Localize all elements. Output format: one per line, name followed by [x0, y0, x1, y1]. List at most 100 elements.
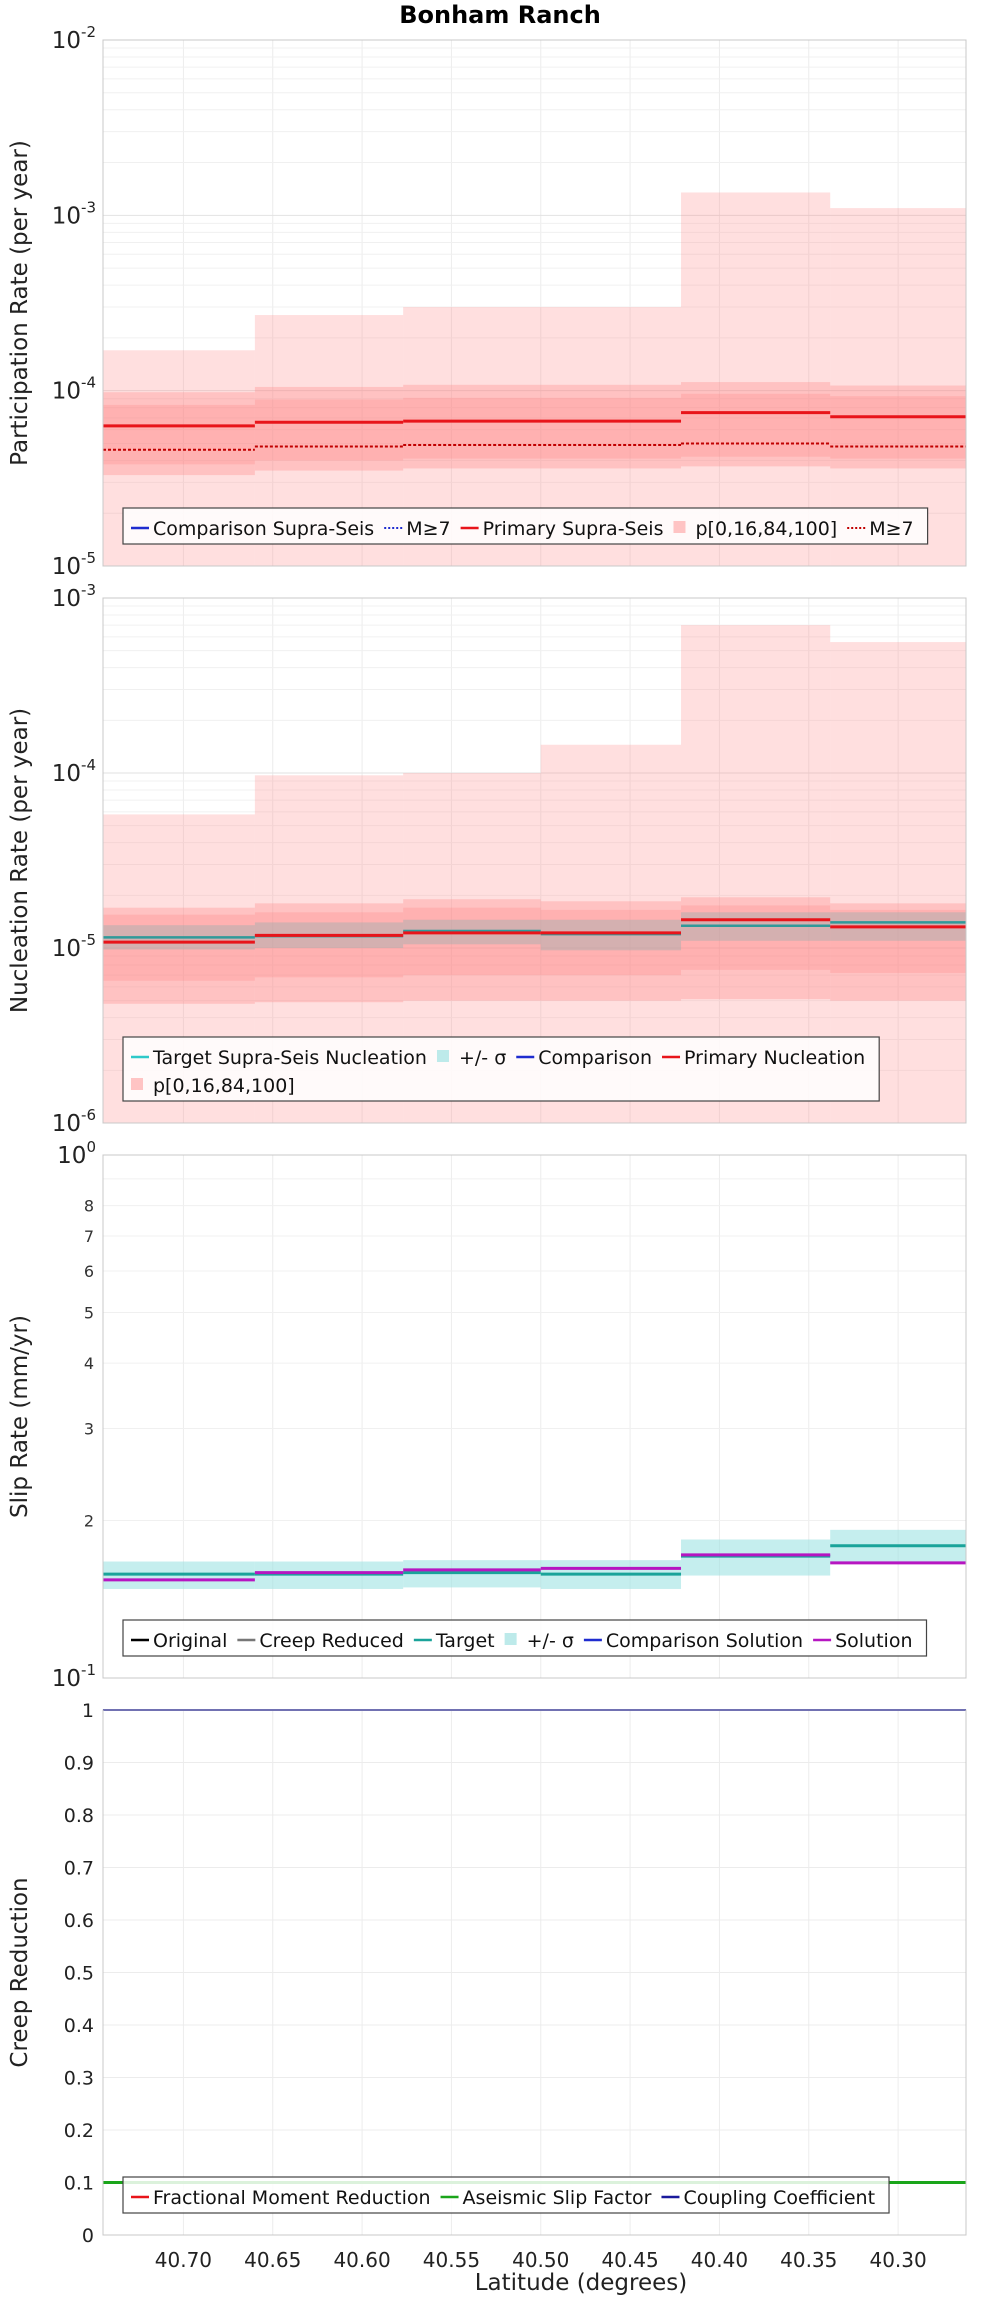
band-fill-bin [254, 912, 404, 978]
legend-entry-label: p[0,16,84,100] [153, 1075, 295, 1097]
band-fill-bin [403, 907, 541, 976]
y-minor-tick-label: 5 [84, 1303, 94, 1322]
y-minor-tick-label: 8 [84, 1197, 94, 1216]
legend-entry-label: Primary Nucleation [684, 1047, 865, 1069]
legend-entry-label: Comparison [538, 1047, 652, 1069]
y-tick-label: 0.8 [64, 1805, 94, 1827]
panel-slip: 100 10-1 8 7 6 5 4 3 2 Slip Rate (mm/yr) Original C… [7, 1138, 967, 1692]
y-tick-label: 0.7 [64, 1858, 94, 1880]
y-minor-tick-label: 4 [84, 1354, 94, 1373]
y-tick-label: 100 [57, 1138, 96, 1169]
y-axis-label: Creep Reduction [7, 1877, 33, 2067]
band-fill-bin [830, 903, 966, 1001]
legend: Comparison Supra-Seis M≥7 Primary Supra-Se… [122, 507, 929, 545]
legend-swatch [131, 1078, 143, 1090]
band-fill-bin [103, 392, 255, 476]
x-tick-label: 40.35 [780, 2248, 837, 2272]
y-tick-label: 10-2 [52, 23, 96, 54]
band-fill-bin [403, 384, 682, 469]
y-tick-label: 10-4 [52, 374, 96, 405]
x-tick-label: 40.55 [423, 2248, 480, 2272]
plot-frame [102, 1709, 967, 2236]
band-fill-bin [540, 909, 682, 976]
y-axis-label: Participation Rate (per year) [7, 140, 33, 466]
legend-box [122, 1619, 928, 1657]
y-tick-label: 10-3 [52, 581, 96, 612]
y-tick-label: 0.1 [64, 2173, 94, 2195]
legend-entry-label: Creep Reduced [259, 1630, 403, 1652]
legend-swatch [504, 1633, 517, 1645]
x-tick-label: 40.65 [244, 2248, 301, 2272]
legend: Fractional Moment Reduction Aseismic Slip… [122, 2176, 890, 2214]
legend-entry-label: Fractional Moment Reduction [153, 2187, 431, 2209]
band-fill-bin [403, 899, 541, 1001]
band-fill-bin [254, 399, 404, 461]
y-minor-tick-label: 7 [84, 1227, 94, 1246]
plot-frame [102, 1154, 967, 1679]
y-axis-label: Nucleation Rate (per year) [7, 708, 33, 1013]
legend-box [122, 2176, 890, 2214]
legend: Target Supra-Seis Nucleation +/- σ Compari… [122, 1036, 880, 1102]
legend-entry-label: Coupling Coefficient [683, 2187, 875, 2209]
y-minor-tick-label: 6 [84, 1262, 94, 1281]
y-tick-label: 1 [82, 1700, 94, 1722]
legend-swatch [673, 521, 686, 533]
y-minor-tick-label: 2 [84, 1512, 94, 1531]
legend: Original Creep Reduced Target +/- σ Comparis… [122, 1619, 928, 1657]
band-fill-bin [540, 901, 682, 1001]
band-fill-bin [403, 397, 682, 459]
legend-entry-label: Aseismic Slip Factor [463, 2187, 652, 2209]
y-tick-label: 10-6 [52, 1106, 96, 1137]
legend-box [122, 1036, 880, 1102]
plot-area [103, 598, 966, 1123]
y-minor-tick-label: 3 [84, 1419, 94, 1438]
y-tick-label: 0.5 [64, 1963, 94, 1985]
band-fill-bin [103, 404, 255, 465]
legend-entry-label: Target Supra-Seis Nucleation [152, 1047, 427, 1069]
band-fill-bin [681, 905, 831, 970]
y-axis-label: Slip Rate (mm/yr) [7, 1315, 33, 1518]
legend-entry-label: p[0,16,84,100] [695, 518, 837, 540]
plot-area [103, 1155, 966, 1678]
y-tick-label: 0.9 [64, 1753, 94, 1775]
plot-area [103, 40, 966, 566]
legend-entry-label: Target [435, 1630, 495, 1652]
legend-entry-label: Primary Supra-Seis [483, 518, 664, 540]
plot-frame [102, 39, 967, 567]
legend-entry-label: Comparison Solution [606, 1630, 803, 1652]
y-tick-label: 0 [82, 2225, 94, 2247]
x-tick-label: 40.45 [601, 2248, 658, 2272]
x-tick-label: 40.30 [869, 2248, 926, 2272]
panel-creep: 1 0.9 0.8 0.7 0.6 0.5 0.4 0.3 0.2 0.1 0 Creep Reduc… [7, 1700, 967, 2272]
band-fill-bin [830, 385, 966, 469]
x-tick-label: 40.60 [333, 2248, 390, 2272]
y-tick-label: 0.2 [64, 2120, 94, 2142]
y-tick-label: 0.3 [64, 2068, 94, 2090]
legend-entry-label: M≥7 [869, 518, 913, 540]
legend-entry-label: +/- σ [459, 1047, 506, 1069]
legend-entry-label: Comparison Supra-Seis [153, 518, 374, 540]
legend-entry-label: Original [153, 1630, 227, 1652]
legend-box [122, 507, 929, 545]
x-tick-label: 40.70 [155, 2248, 212, 2272]
chart-panels: 10-2 10-3 10-4 10-5 Participation Rate (per … [7, 23, 967, 2272]
band-fill-bin [254, 386, 404, 471]
y-tick-label: 10-5 [52, 931, 96, 962]
y-tick-label: 10-3 [52, 198, 96, 229]
band-fill-bin [254, 903, 404, 1003]
band-fill-bin [681, 897, 831, 1000]
y-tick-label: 10-4 [52, 756, 96, 787]
y-tick-label: 0.4 [64, 2015, 94, 2037]
legend-entry-label: M≥7 [406, 518, 450, 540]
panel-participation: 10-2 10-3 10-4 10-5 Participation Rate (per … [7, 23, 967, 580]
band-p-range-bin [681, 192, 831, 566]
band-fill-bin [830, 909, 966, 973]
legend-entry-label: +/- σ [527, 1630, 574, 1652]
x-tick-label: 40.40 [691, 2248, 748, 2272]
y-tick-label: 10-5 [52, 549, 96, 580]
legend-entry-label: Solution [835, 1630, 912, 1652]
band-fill-bin [103, 914, 255, 981]
band-fill-bin [681, 393, 831, 457]
band-fill-bin [681, 382, 831, 467]
